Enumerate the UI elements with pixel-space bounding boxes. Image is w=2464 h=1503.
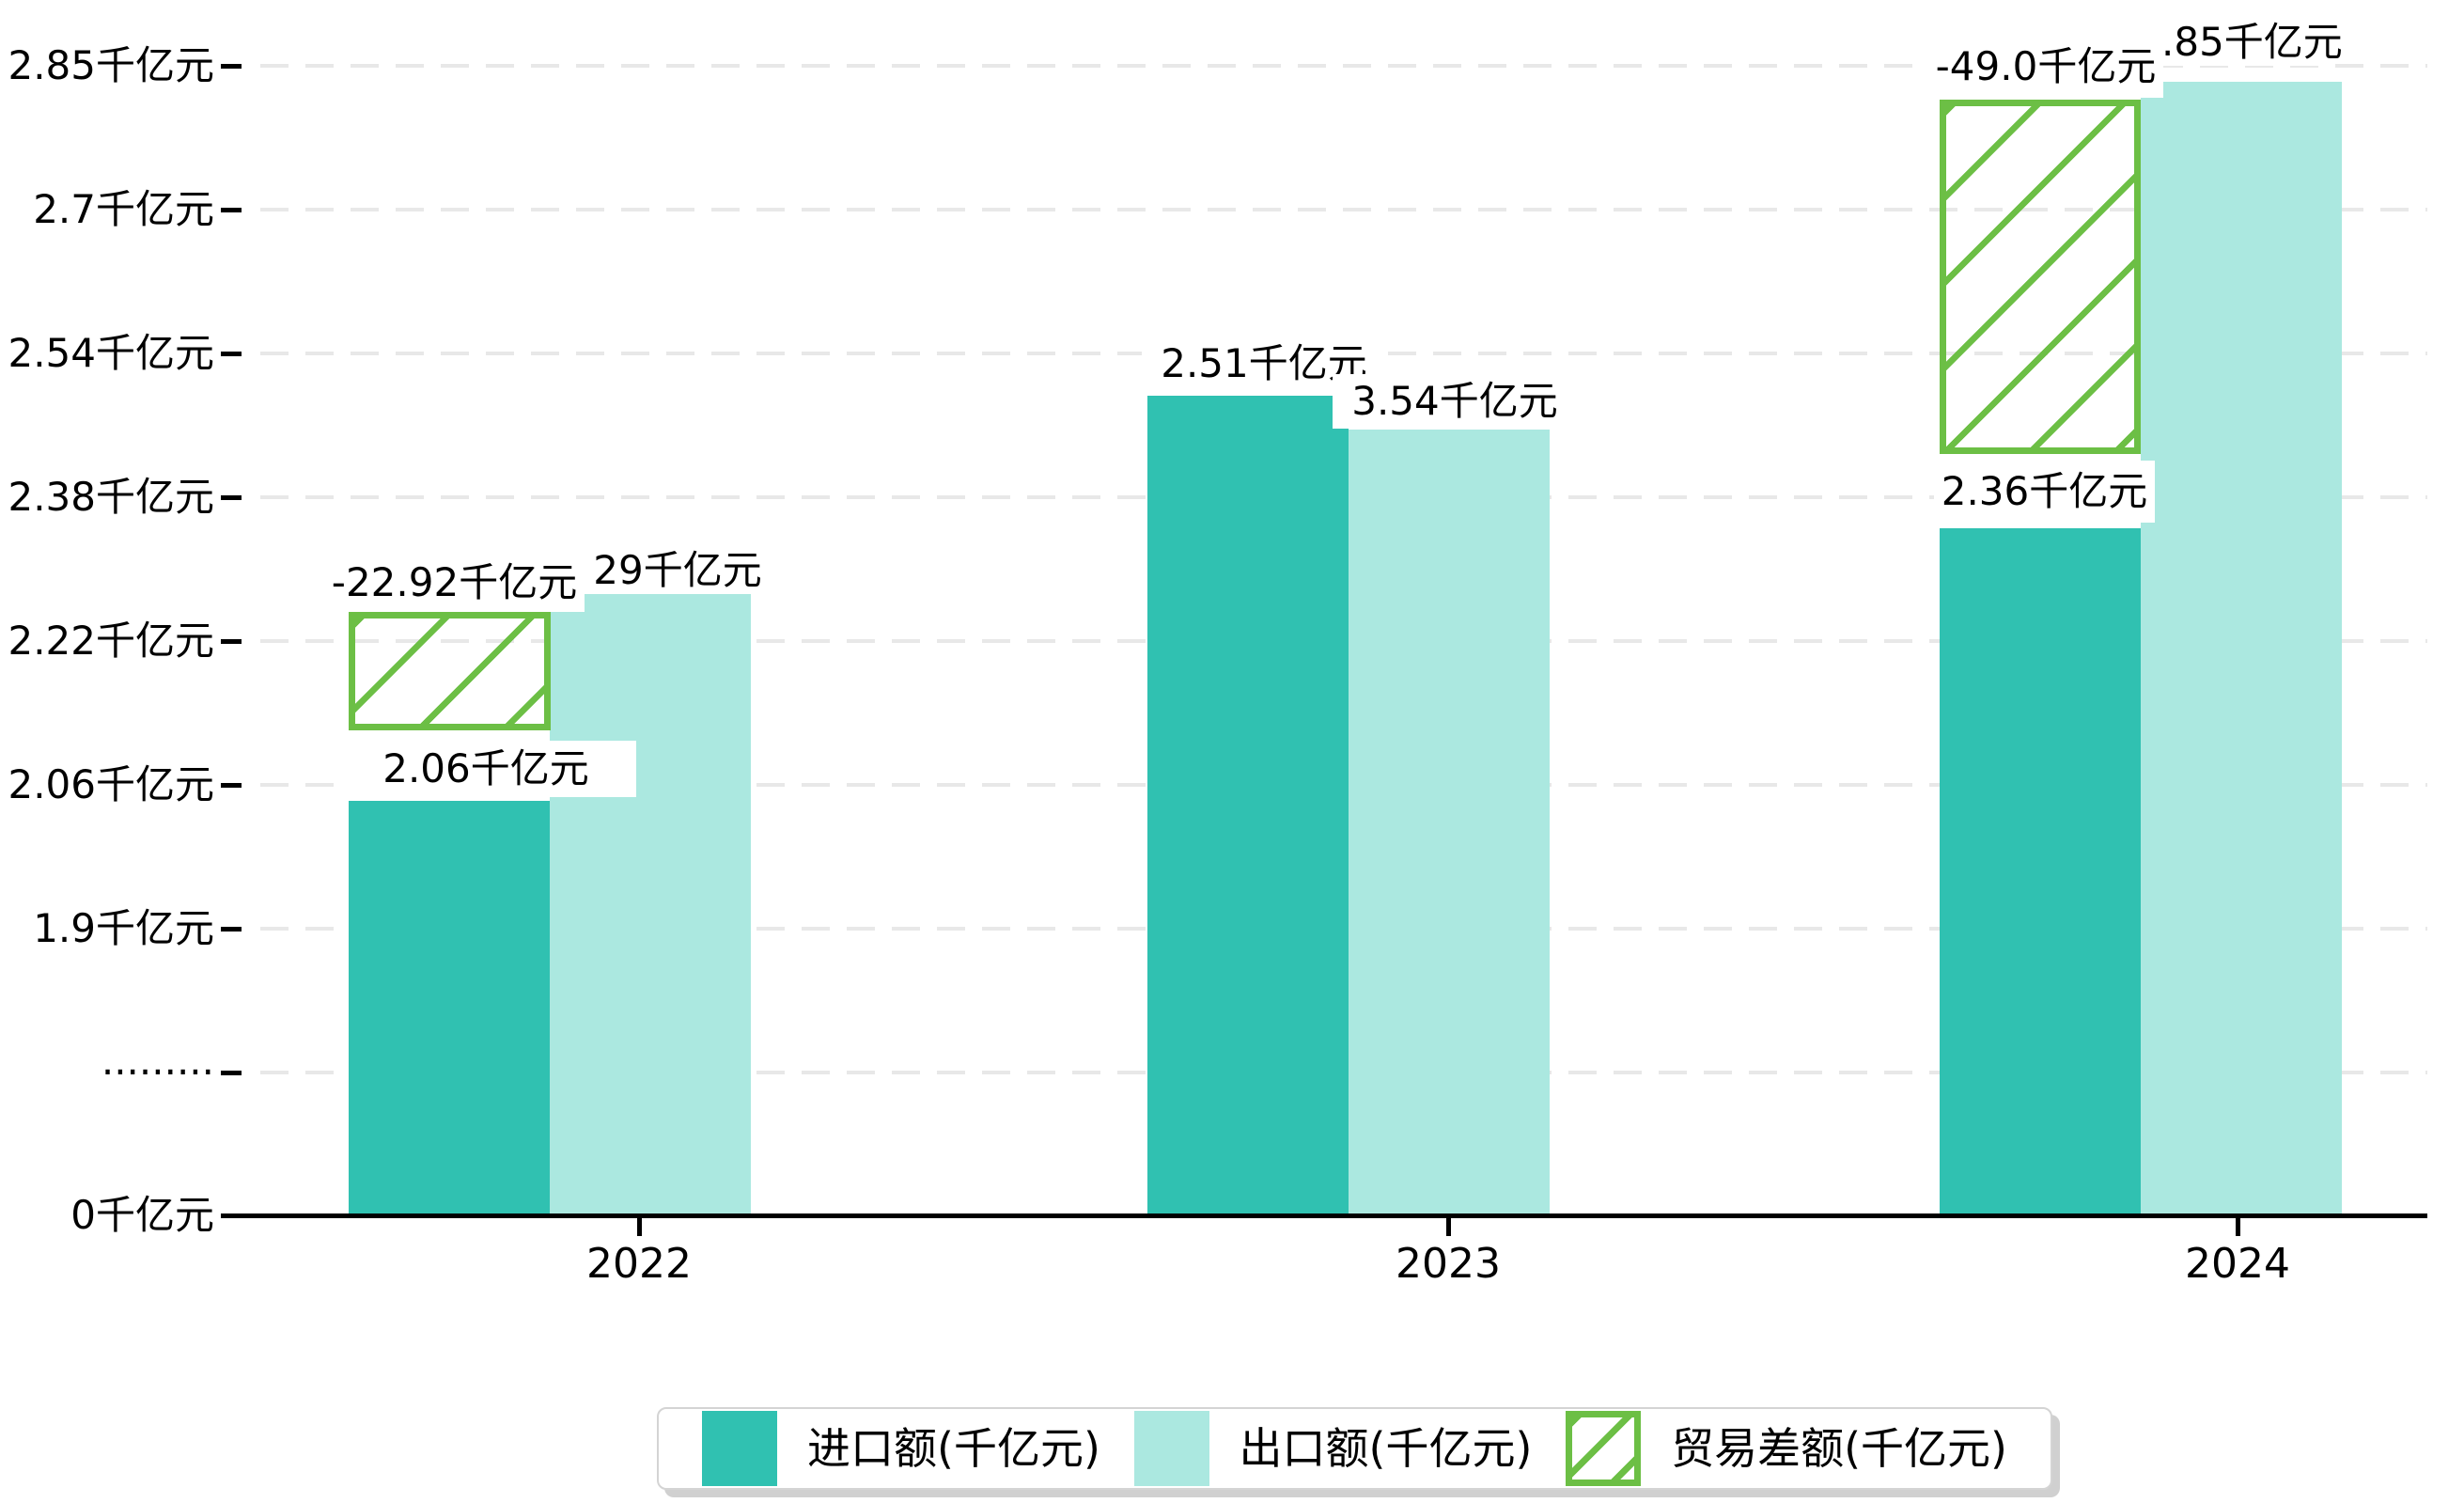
y-tick-mark bbox=[221, 1071, 242, 1075]
y-tick-mark bbox=[221, 352, 242, 356]
y-tick-mark bbox=[221, 783, 242, 788]
y-tick-label: 2.06千亿元 bbox=[8, 761, 214, 807]
bar-balance-2024 bbox=[1940, 100, 2141, 454]
y-tick-mark bbox=[221, 639, 242, 644]
legend-label-export: 出口额(千亿元) bbox=[1239, 1423, 1533, 1474]
legend-item-export: 出口额(千亿元) bbox=[1133, 1411, 1533, 1486]
legend-swatch-import bbox=[702, 1411, 777, 1486]
legend-swatch-export bbox=[1133, 1411, 1209, 1486]
bar-export-2022 bbox=[550, 594, 751, 1215]
legend-item-import: 进口额(千亿元) bbox=[702, 1411, 1100, 1486]
y-tick-label: 2.38千亿元 bbox=[8, 474, 214, 520]
bar-value-label: 2.36千亿元 bbox=[1934, 461, 2155, 523]
bar-import-2023 bbox=[1147, 396, 1349, 1215]
y-tick-mark bbox=[221, 64, 242, 69]
y-tick-label: 1.9千亿元 bbox=[33, 905, 214, 951]
y-tick-mark bbox=[221, 208, 242, 212]
legend-swatch-balance bbox=[1566, 1411, 1642, 1486]
y-tick-label: 2.22千亿元 bbox=[8, 618, 214, 664]
bar-value-label: 2.51千亿元 bbox=[1142, 336, 1386, 392]
legend-item-balance: 贸易差额(千亿元) bbox=[1566, 1411, 2007, 1486]
y-tick-label: 2.54千亿元 bbox=[8, 330, 214, 376]
bar-import-2024 bbox=[1940, 528, 2141, 1215]
x-axis-line bbox=[242, 1213, 2427, 1218]
x-tick-label: 2022 bbox=[586, 1240, 692, 1288]
bar-value-label: .85千亿元 bbox=[2161, 19, 2343, 66]
y-gridline bbox=[260, 208, 2427, 211]
y-tick-mark bbox=[221, 495, 242, 500]
y-tick-label: 0千亿元 bbox=[70, 1192, 214, 1238]
x-tick-mark bbox=[2236, 1215, 2240, 1236]
y-axis-break-label: ········· bbox=[101, 1049, 214, 1095]
x-tick-mark bbox=[637, 1215, 642, 1236]
legend-label-import: 进口额(千亿元) bbox=[807, 1423, 1100, 1474]
y-tick-mark bbox=[221, 1213, 242, 1218]
bar-value-label: -49.0千亿元 bbox=[1928, 36, 2163, 98]
legend: 进口额(千亿元) 出口额(千亿元) 贸易差额(千亿元) bbox=[657, 1407, 2052, 1490]
y-tick-label: 2.85千亿元 bbox=[8, 42, 214, 88]
bar-import-2022 bbox=[349, 801, 550, 1215]
bar-value-label: -22.92千亿元 bbox=[324, 554, 585, 612]
bar-value-label: 29千亿元 bbox=[588, 547, 767, 594]
bar-export-2024 bbox=[2141, 82, 2342, 1215]
bar-value-label: 3.54千亿元 bbox=[1333, 374, 1577, 429]
legend-label-balance: 贸易差额(千亿元) bbox=[1671, 1423, 2007, 1474]
y-gridline bbox=[260, 64, 2427, 68]
y-tick-label: 2.7千亿元 bbox=[33, 186, 214, 232]
bar-value-label: 2.06千亿元 bbox=[335, 741, 636, 797]
x-tick-mark bbox=[1446, 1215, 1451, 1236]
y-tick-mark bbox=[221, 927, 242, 932]
x-tick-label: 2023 bbox=[1396, 1240, 1501, 1288]
bar-export-2023 bbox=[1349, 430, 1550, 1215]
bar-balance-2022 bbox=[349, 612, 551, 730]
x-tick-label: 2024 bbox=[2185, 1240, 2290, 1288]
